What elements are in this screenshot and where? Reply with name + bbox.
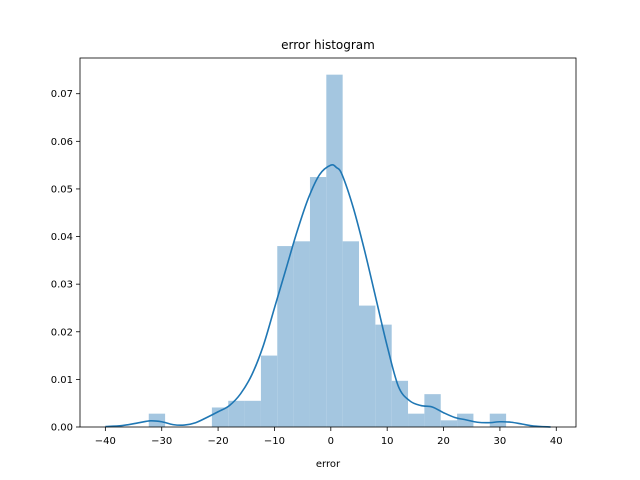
x-tick-label: −40 bbox=[95, 436, 116, 447]
y-tick-label: 0.06 bbox=[51, 137, 73, 148]
y-tick-label: 0.03 bbox=[51, 280, 73, 291]
x-tick-label: −30 bbox=[151, 436, 172, 447]
histogram-bar-5 bbox=[277, 246, 294, 427]
x-tick-label: 20 bbox=[437, 436, 450, 447]
histogram-bar-12 bbox=[391, 380, 409, 427]
x-axis-ticks: −40 −30 −20 −10 0 10 20 30 40 bbox=[95, 427, 563, 447]
x-tick-label: 0 bbox=[328, 436, 334, 447]
plot-frame bbox=[79, 57, 577, 428]
histogram-bar-3 bbox=[244, 400, 261, 427]
histogram-bar-6 bbox=[293, 241, 310, 427]
x-tick-label: 40 bbox=[550, 436, 563, 447]
histogram-bar-9 bbox=[342, 241, 359, 427]
x-tick-label: −10 bbox=[264, 436, 285, 447]
y-tick-label: 0.07 bbox=[51, 89, 73, 100]
chart-title: error histogram bbox=[281, 38, 375, 52]
y-axis-ticks: 0.00 0.01 0.02 0.03 0.04 0.05 0.06 0.07 bbox=[51, 89, 80, 434]
histogram-bar-4 bbox=[260, 355, 278, 427]
y-tick-label: 0.05 bbox=[51, 184, 73, 195]
histogram-bar-17 bbox=[489, 413, 507, 427]
histogram-bars bbox=[148, 74, 507, 427]
x-tick-label: −20 bbox=[208, 436, 229, 447]
histogram-bar-10 bbox=[359, 305, 376, 427]
x-tick-label: 30 bbox=[494, 436, 507, 447]
histogram-bar-13 bbox=[408, 413, 425, 427]
histogram-bar-15 bbox=[440, 420, 458, 427]
y-tick-label: 0.04 bbox=[51, 232, 73, 243]
y-tick-label: 0.01 bbox=[51, 375, 73, 386]
x-tick-label: 10 bbox=[381, 436, 394, 447]
histogram-bar-11 bbox=[375, 324, 392, 427]
histogram-bar-8 bbox=[326, 74, 343, 427]
x-axis-title: error bbox=[316, 459, 341, 470]
y-tick-label: 0.00 bbox=[51, 423, 73, 434]
kde-line bbox=[105, 163, 551, 428]
histogram-bar-2 bbox=[228, 400, 245, 427]
histogram-bar-14 bbox=[424, 394, 441, 427]
y-tick-label: 0.02 bbox=[51, 327, 73, 338]
histogram-bar-7 bbox=[309, 177, 327, 427]
